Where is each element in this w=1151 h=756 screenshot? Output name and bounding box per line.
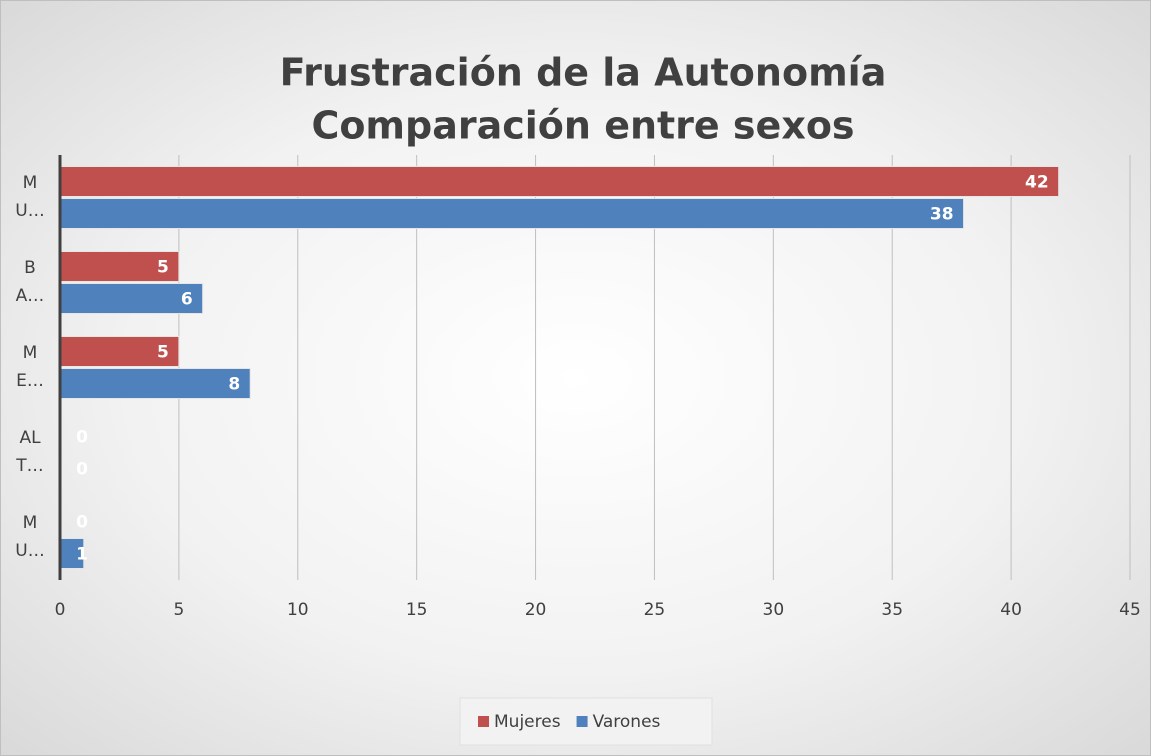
chart-title: Frustración de la Autonomía xyxy=(280,51,887,95)
x-tick-label: 20 xyxy=(525,600,547,620)
x-tick-label: 45 xyxy=(1119,600,1141,620)
legend-swatch xyxy=(576,716,588,727)
y-tick-label: M E… xyxy=(16,342,44,391)
chart-subtitle: Comparación entre sexos xyxy=(311,104,854,148)
bar xyxy=(59,368,251,399)
x-tick-label: 0 xyxy=(55,600,66,620)
bar xyxy=(59,166,1060,197)
y-tick-label: M U… xyxy=(15,512,45,561)
data-label: 42 xyxy=(1025,173,1049,193)
legend-label: Varones xyxy=(593,712,661,732)
x-tick-label: 10 xyxy=(287,600,309,620)
y-tick-label: B A… xyxy=(15,257,45,306)
data-label: 1 xyxy=(76,545,88,565)
legend-swatch xyxy=(478,716,489,727)
x-tick-label: 35 xyxy=(881,600,903,620)
data-label: 0 xyxy=(76,428,88,448)
data-label: 5 xyxy=(157,343,169,363)
y-tick-label: M U… xyxy=(15,172,45,221)
x-tick-label: 30 xyxy=(763,600,785,620)
data-label: 6 xyxy=(181,290,193,310)
bar xyxy=(59,198,965,229)
data-label: 0 xyxy=(76,513,88,533)
data-label: 38 xyxy=(930,205,954,225)
y-tick-label: AL T… xyxy=(16,427,44,476)
x-tick-label: 5 xyxy=(173,600,184,620)
data-label: 0 xyxy=(76,460,88,480)
data-label: 8 xyxy=(228,375,240,395)
x-tick-label: 40 xyxy=(1000,600,1022,620)
x-tick-label: 25 xyxy=(644,600,666,620)
data-label: 5 xyxy=(157,258,169,278)
legend-label: Mujeres xyxy=(494,712,561,732)
x-tick-label: 15 xyxy=(406,600,428,620)
